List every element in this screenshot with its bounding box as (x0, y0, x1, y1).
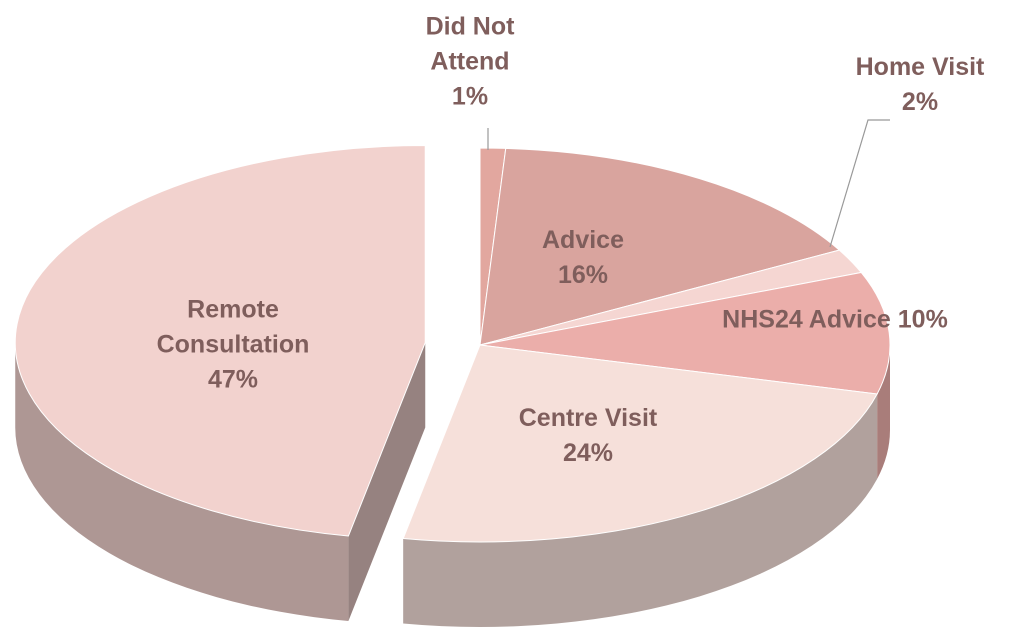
data-label: Home Visit 2% (820, 50, 1010, 120)
slice-side (403, 393, 878, 627)
slice (14, 145, 426, 537)
category-label: Remote Consultation (156, 295, 310, 359)
slice (479, 271, 891, 395)
category-label: Advice (542, 226, 624, 254)
value-label: 10% (897, 305, 948, 334)
data-label: NHS24 Advice 10% (675, 303, 995, 338)
slice (479, 147, 841, 346)
value-label: 47% (207, 365, 259, 394)
data-label: Did Not Attend 1% (410, 10, 530, 115)
tops (14, 145, 891, 543)
value-label: 2% (901, 88, 939, 116)
category-label: Home Visit (855, 53, 985, 81)
category-label: Centre Visit (518, 404, 658, 432)
value-label: 16% (557, 261, 609, 289)
leader-line (829, 119, 890, 248)
slice-side (877, 345, 890, 479)
data-label: Centre Visit 24% (478, 401, 698, 471)
category-label: NHS24 Advice (722, 305, 891, 334)
data-label: Remote Consultation 47% (128, 293, 338, 398)
slice-side (15, 342, 349, 622)
sides (15, 342, 890, 627)
slice-edge (348, 342, 426, 622)
value-label: 1% (451, 82, 489, 111)
category-label: Did Not Attend (425, 12, 515, 76)
slice (402, 344, 878, 543)
value-label: 24% (562, 439, 614, 467)
data-label: Advice 16% (503, 223, 663, 293)
